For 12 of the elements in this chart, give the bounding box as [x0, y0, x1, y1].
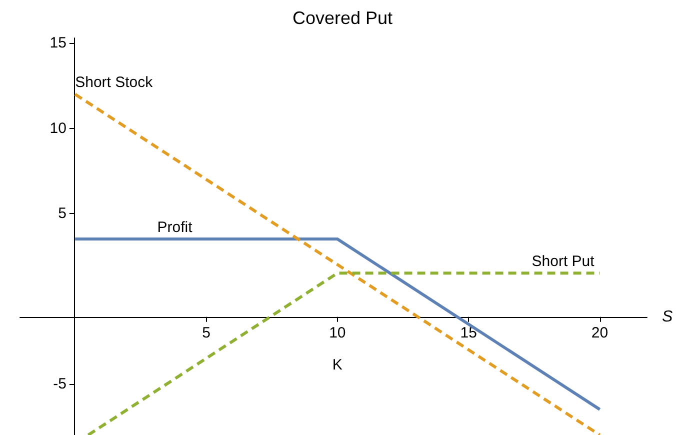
- annotation: Short Stock: [75, 74, 154, 92]
- chart-title: Covered Put: [292, 8, 393, 28]
- x-tick-label: 5: [202, 324, 210, 342]
- x-tick-label: 10 K: [329, 324, 346, 374]
- annotation: Short Put: [532, 253, 596, 270]
- annotation: Profit: [157, 219, 194, 236]
- y-tick-label: 15: [50, 34, 66, 52]
- y-tick-label: -5: [53, 375, 66, 392]
- x-axis-title: S: [662, 308, 673, 326]
- y-tick-label: 5: [58, 205, 66, 222]
- y-tick-label: 10: [50, 120, 66, 137]
- x-tick-label: 20: [591, 324, 608, 342]
